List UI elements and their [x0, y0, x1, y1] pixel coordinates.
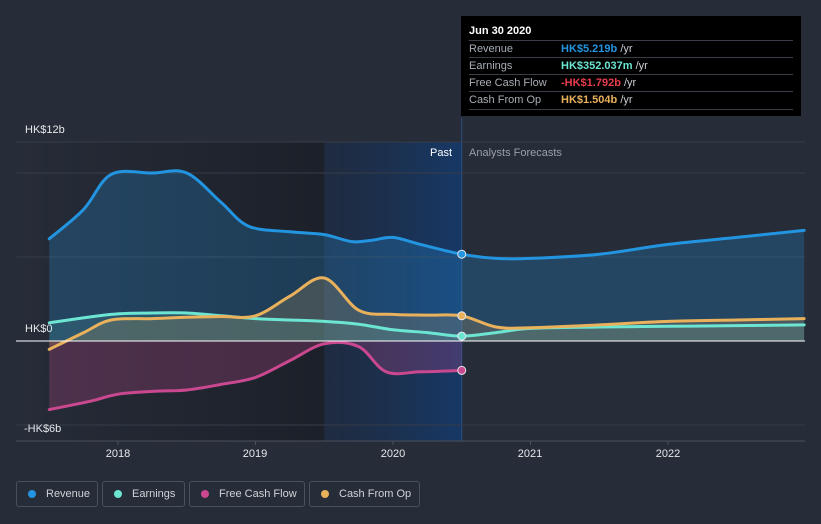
tooltip-unit: /yr — [620, 43, 633, 55]
tooltip-row-cash-from-op: Cash From Op HK$1.504b /yr — [469, 91, 793, 108]
tooltip-date: Jun 30 2020 — [469, 25, 532, 37]
tooltip-row-earnings: Earnings HK$352.037m /yr — [469, 57, 793, 74]
legend-item-cash-from-op[interactable]: Cash From Op — [309, 481, 420, 507]
y-tick-label: HK$12b — [25, 124, 65, 136]
tooltip-unit: /yr — [623, 77, 637, 89]
tooltip-label: Cash From Op — [469, 94, 542, 106]
revenue-dot-icon — [28, 490, 36, 498]
tooltip-value: HK$1.504b /yr — [561, 94, 633, 106]
revenue-marker — [457, 249, 467, 259]
revenue-area — [49, 170, 805, 341]
tooltip-value-text: HK$352.037m — [561, 60, 633, 72]
x-tick-label: 2019 — [242, 448, 268, 460]
earnings-line — [47, 311, 806, 338]
legend-label: Revenue — [46, 488, 91, 500]
legend-item-free-cash-flow[interactable]: Free Cash Flow — [189, 481, 305, 507]
earnings-marker — [457, 331, 467, 341]
tooltip-label: Free Cash Flow — [469, 77, 547, 89]
y-tick-label: HK$0 — [25, 323, 53, 335]
tooltip-unit: /yr — [635, 60, 648, 72]
highlight-region — [324, 142, 462, 441]
tooltip-row-free-cash-flow: Free Cash Flow -HK$1.792b /yr — [469, 74, 793, 91]
x-tick-label: 2020 — [380, 448, 406, 460]
tooltip-value: -HK$1.792b /yr — [561, 77, 636, 89]
free-cash-flow-area — [49, 341, 462, 410]
legend-item-earnings[interactable]: Earnings — [102, 481, 185, 507]
legend-label: Cash From Op — [339, 488, 412, 500]
free-cash-flow-line — [47, 340, 464, 412]
tooltip-value: HK$5.219b /yr — [561, 43, 633, 55]
tooltip-label: Revenue — [469, 43, 514, 55]
tooltip-value: HK$352.037m /yr — [561, 60, 648, 72]
cash-from-op-line — [47, 276, 806, 351]
legend-item-revenue[interactable]: Revenue — [16, 481, 98, 507]
legend-label: Free Cash Flow — [219, 488, 297, 500]
cash-from-op-dot-icon — [321, 490, 329, 498]
y-tick-label: -HK$6b — [24, 423, 62, 435]
free-cash-flow-dot-icon — [201, 490, 209, 498]
tooltip-row-revenue: Revenue HK$5.219b /yr — [469, 40, 793, 57]
past-label: Past — [430, 147, 453, 159]
x-tick-label: 2022 — [655, 448, 681, 460]
x-tick-label: 2018 — [105, 448, 131, 460]
forecast-label: Analysts Forecasts — [469, 147, 562, 159]
cash-from-op-marker — [457, 311, 467, 321]
cash-from-op-area — [49, 277, 805, 350]
x-tick-label: 2021 — [517, 448, 543, 460]
tooltip: Jun 30 2020 Revenue HK$5.219b /yr Earnin… — [461, 16, 801, 116]
tooltip-label: Earnings — [469, 60, 513, 72]
tooltip-unit: /yr — [620, 94, 633, 106]
tooltip-value-text: -HK$1.792b — [561, 77, 621, 89]
tooltip-divider — [469, 109, 793, 110]
earnings-area — [49, 312, 805, 341]
tooltip-value-text: HK$1.504b — [561, 94, 618, 106]
free-cash-flow-marker — [457, 365, 467, 375]
revenue-line — [47, 169, 806, 261]
legend-label: Earnings — [132, 488, 176, 500]
earnings-dot-icon — [114, 490, 122, 498]
tooltip-value-text: HK$5.219b — [561, 43, 618, 55]
